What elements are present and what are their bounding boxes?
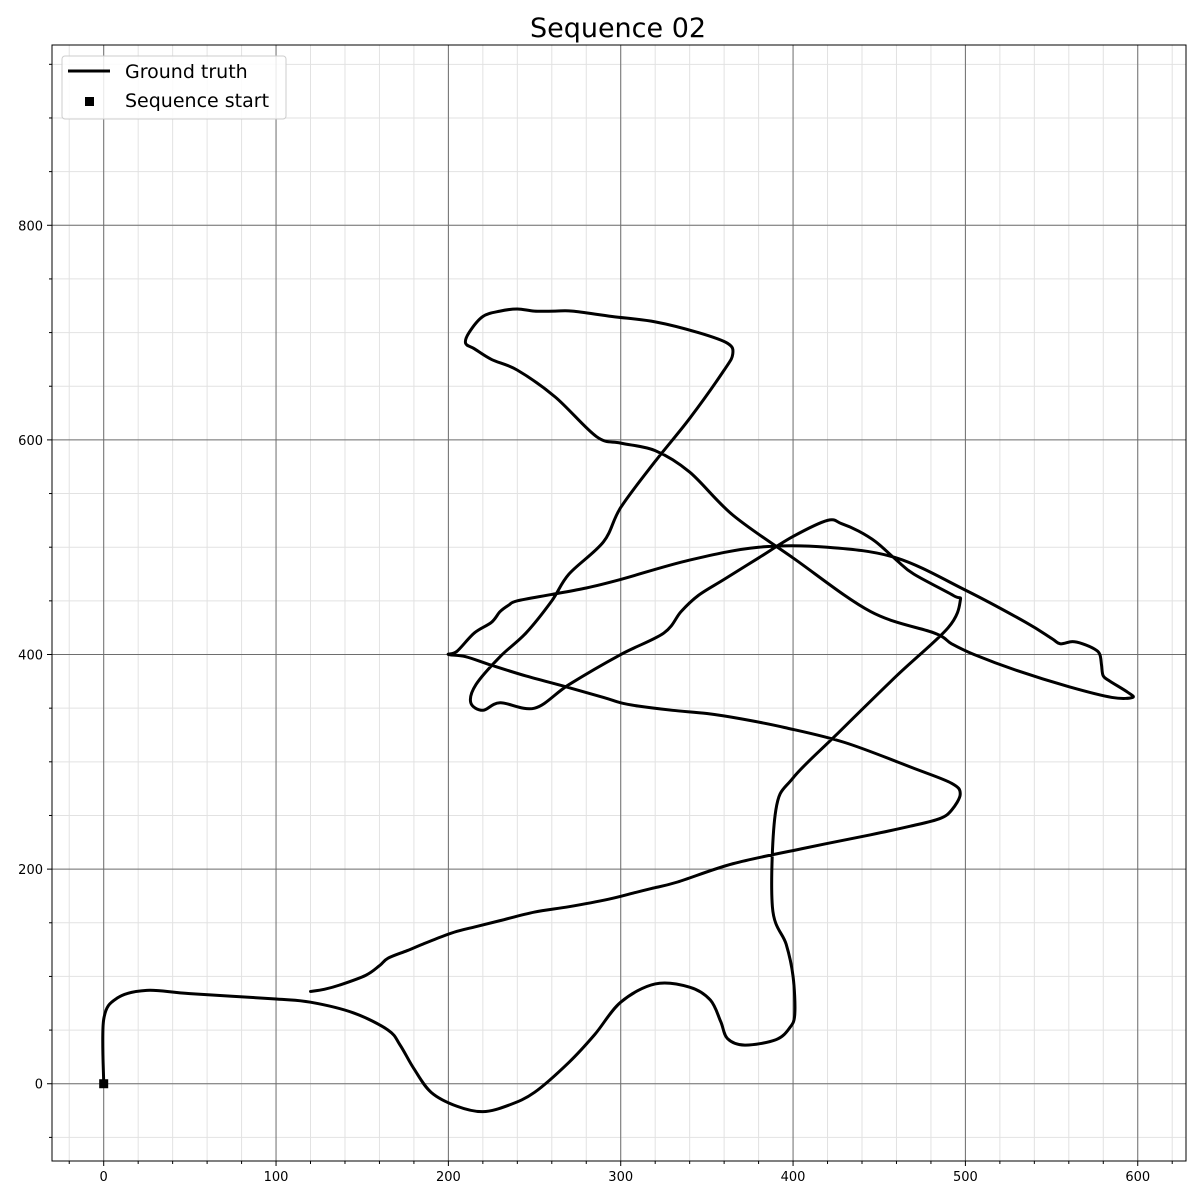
legend-marker-sequence-start — [85, 97, 94, 106]
ground-truth-line — [101, 307, 1135, 1114]
plot-frame — [51, 44, 1187, 1162]
x-tick-label: 0 — [100, 1170, 108, 1185]
y-tick-label: 200 — [18, 863, 43, 878]
x-tick-label: 300 — [608, 1170, 633, 1185]
x-axis-ticks: 0 100 200 300 400 500 600 — [68, 1161, 1173, 1185]
legend-label-ground-truth: Ground truth — [125, 61, 248, 83]
y-tick-label: 600 — [18, 434, 43, 449]
legend-label-sequence-start: Sequence start — [125, 90, 269, 112]
series-layer — [99, 307, 1135, 1114]
x-tick-label: 100 — [264, 1170, 289, 1185]
x-tick-label: 400 — [781, 1170, 806, 1185]
legend: Ground truth Sequence start — [61, 55, 287, 120]
legend-box — [61, 55, 287, 120]
chart-title: Sequence 02 — [530, 13, 706, 44]
major-grid — [52, 45, 1186, 1161]
y-tick-label: 400 — [18, 649, 43, 664]
y-tick-label: 0 — [35, 1078, 43, 1093]
sequence-start-marker — [99, 1079, 109, 1089]
x-tick-label: 600 — [1125, 1170, 1150, 1185]
x-tick-label: 500 — [953, 1170, 978, 1185]
y-tick-label: 800 — [18, 219, 43, 234]
x-tick-label: 200 — [436, 1170, 461, 1185]
